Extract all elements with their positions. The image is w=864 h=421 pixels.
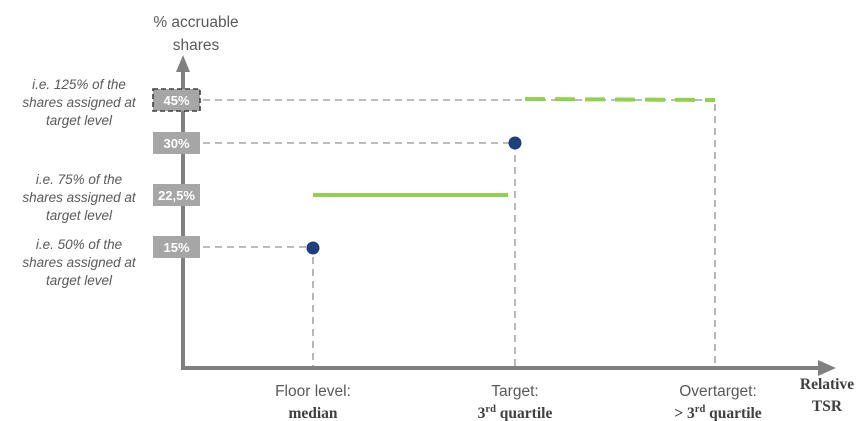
x-label-target-line2: 3rd quartile xyxy=(478,404,553,421)
x-label-overtarget-line2: > 3rd quartile xyxy=(674,404,761,421)
guide-30-target xyxy=(203,142,516,366)
guide-15-floor xyxy=(203,246,314,366)
note-15-line3: target level xyxy=(46,273,113,288)
level-badge-45: 45% xyxy=(152,88,201,112)
note-22-5-line2: shares assigned at xyxy=(22,190,137,205)
x-axis-title-line1: Relative xyxy=(800,376,854,393)
y-axis-arrow xyxy=(176,55,190,72)
note-22-5-line1: i.e. 75% of the xyxy=(36,172,122,187)
note-45-line2: shares assigned at xyxy=(22,95,137,110)
floor-point xyxy=(306,241,320,255)
x-axis-title-line2: TSR xyxy=(812,398,843,415)
level-badge-15-label: 15% xyxy=(163,240,189,255)
x-label-floor-line1: Floor level: xyxy=(275,383,351,400)
level-badge-30-label: 30% xyxy=(163,136,189,151)
vesting-line-45-dashed xyxy=(524,97,716,102)
level-badge-22-5-label: 22,5% xyxy=(158,188,195,203)
level-badge-30: 30% xyxy=(153,132,200,154)
level-badge-22-5: 22,5% xyxy=(153,184,200,206)
note-45-line1: i.e. 125% of the xyxy=(32,77,126,92)
x-label-target-line1: Target: xyxy=(491,383,538,400)
level-badge-45-label: 45% xyxy=(163,93,189,108)
note-15-line2: shares assigned at xyxy=(22,255,137,270)
target-point xyxy=(508,136,522,150)
x-label-floor-line2: median xyxy=(288,405,337,421)
y-axis-title-line2: shares xyxy=(173,37,220,54)
note-15-line1: i.e. 50% of the xyxy=(36,237,122,252)
y-axis-title-line1: % accruable xyxy=(153,14,238,31)
note-22-5-line3: target level xyxy=(46,208,113,223)
x-axis-arrow xyxy=(818,360,836,376)
x-label-overtarget-line1: Overtarget: xyxy=(679,383,757,400)
level-badge-15: 15% xyxy=(153,236,200,258)
guide-45-overtarget xyxy=(203,99,716,366)
note-45-line3: target level xyxy=(46,113,113,128)
